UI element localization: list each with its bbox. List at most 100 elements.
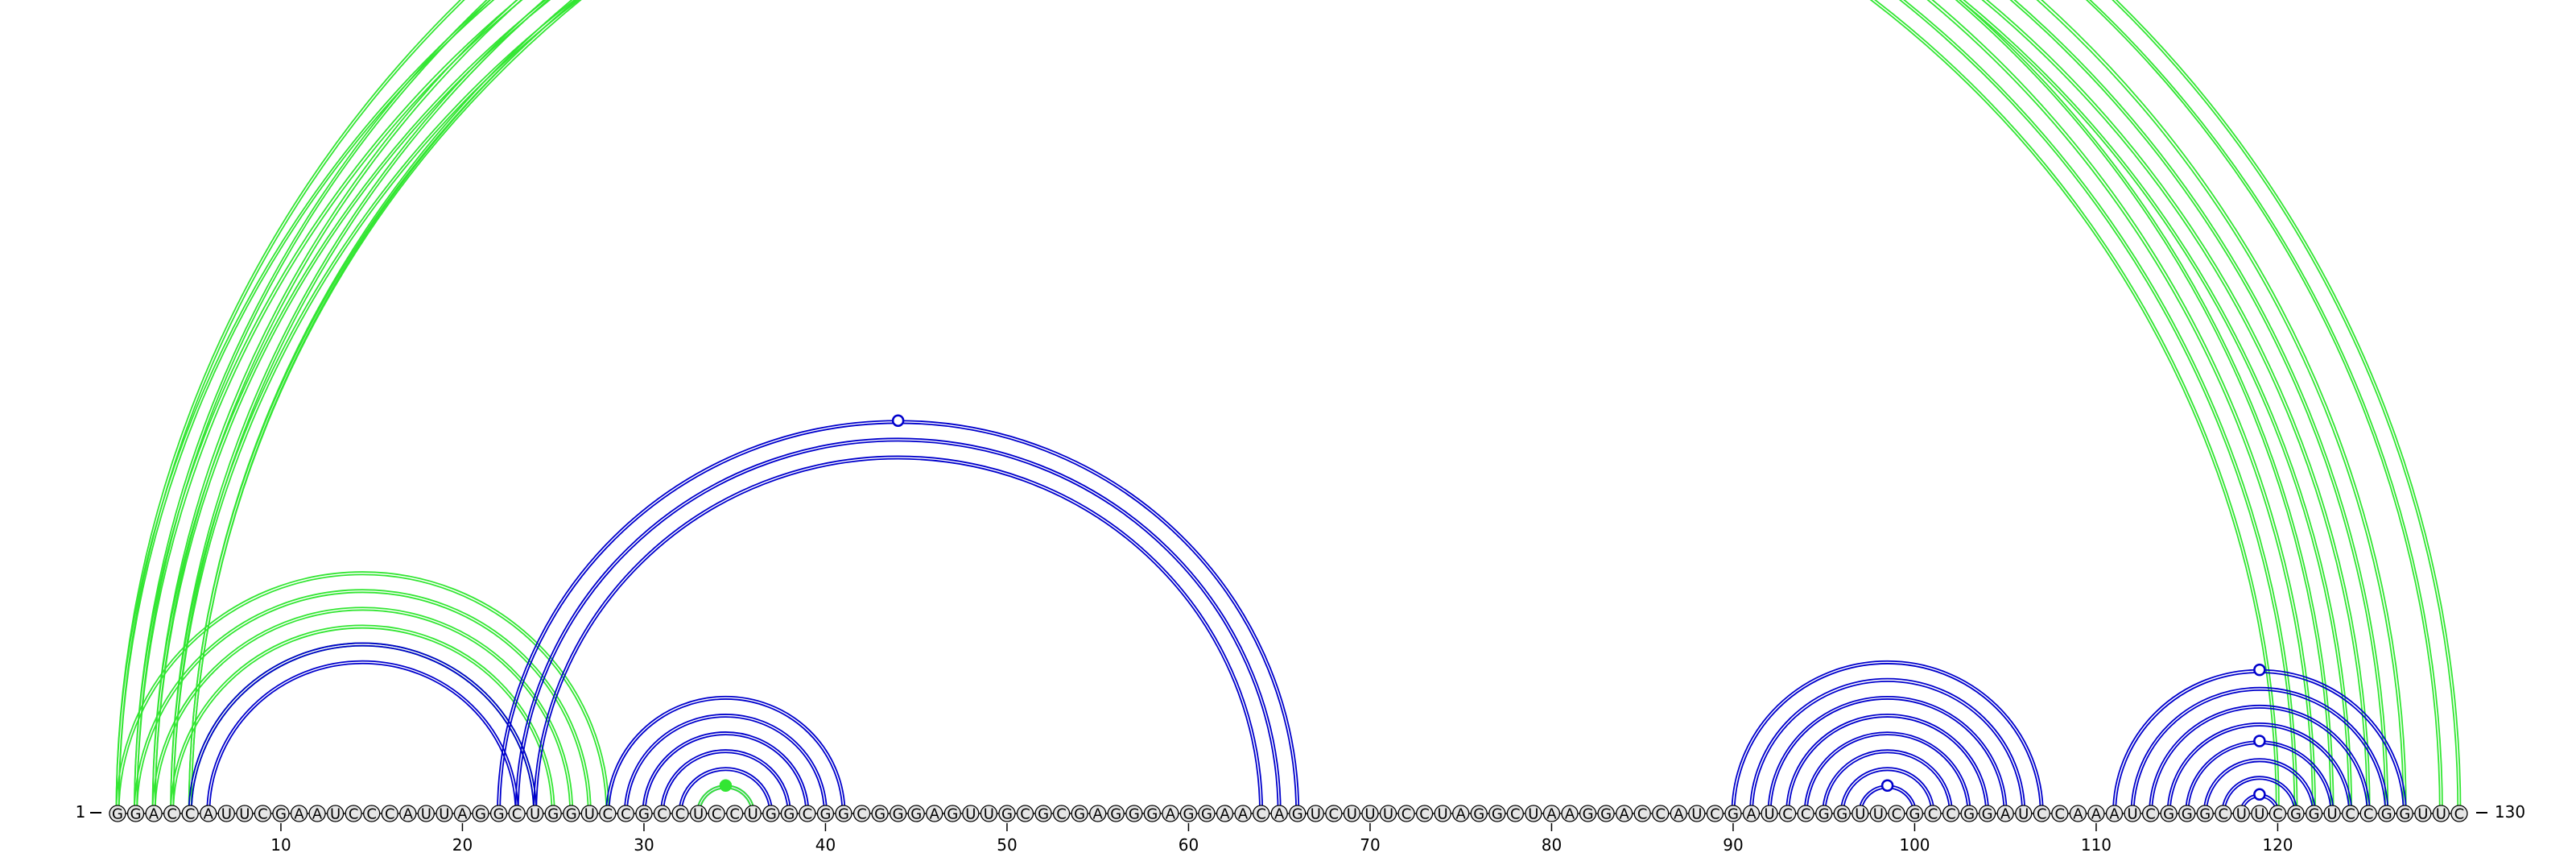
base-pair-arc-93-104-0 [1785, 714, 1990, 814]
nucleotide-letter: U [1347, 806, 1357, 823]
nucleotide-55: A [1089, 805, 1107, 823]
nucleotide-letter: A [1166, 806, 1176, 823]
nucleotide-letter: C [729, 806, 740, 823]
nucleotide-letter: C [1329, 806, 1340, 823]
nucleotide-87: A [1670, 805, 1687, 823]
nucleotide-circle [2323, 805, 2341, 822]
nucleotide-letter: A [1274, 806, 1285, 823]
nucleotide-letter: G [2381, 806, 2392, 823]
base-pair-arc-95-102-1 [1824, 751, 1951, 814]
nucleotide-letter: G [2182, 806, 2193, 823]
nucleotide-circle [200, 805, 217, 822]
nucleotide-circle [217, 805, 235, 822]
nucleotide-circle [1125, 805, 1143, 822]
nucleotide-1: G [109, 805, 126, 823]
nucleotide-letter: C [1402, 806, 1412, 823]
tick-label-20: 20 [452, 835, 473, 855]
nucleotide-letter: U [2018, 806, 2029, 823]
nucleotide-24: U [526, 805, 544, 823]
nucleotide-circle [2268, 805, 2287, 822]
nucleotide-letter: A [1238, 806, 1249, 823]
nucleotide-letter: A [1746, 806, 1757, 823]
nucleotide-108: C [2051, 805, 2069, 823]
base-pair-arc-91-106-0 [1749, 677, 2026, 814]
nucleotide-71: U [1379, 805, 1397, 823]
nucleotide-circle [399, 805, 417, 822]
nucleotide-letter: C [2454, 806, 2465, 823]
base-pair-arc-2-122-0 [134, 0, 2317, 814]
nucleotide-105: A [1996, 805, 2014, 823]
nucleotide-33: U [689, 805, 708, 823]
nucleotide-letter: G [1129, 806, 1140, 823]
nucleotide-circle [1670, 805, 1687, 822]
nucleotide-52: G [1034, 805, 1052, 823]
nucleotide-circle [1253, 805, 1270, 822]
nucleotide-circle [943, 805, 961, 822]
base-pair-arc-94-103-0 [1803, 731, 1971, 814]
nucleotide-83: G [1597, 805, 1615, 823]
nucleotide-letter: U [748, 806, 758, 823]
nucleotide-circle [254, 805, 272, 822]
nucleotide-circle [1960, 805, 1978, 822]
nucleotide-circle [436, 805, 453, 822]
nucleotide-circle [890, 805, 907, 822]
nucleotide-circle [580, 805, 598, 822]
nucleotide-letter: U [1855, 806, 1865, 823]
nucleotide-circle [799, 805, 816, 822]
base-pair-arc-23-65-0 [514, 437, 1282, 814]
nucleotide-circle [1016, 805, 1034, 822]
nucleotide-circle [635, 805, 653, 822]
tick-label-70: 70 [1360, 835, 1380, 855]
base-pair-arc-5-124-0 [188, 0, 2353, 814]
nucleotide-36: U [744, 805, 762, 823]
base-pair-arc-4-126-1 [172, 0, 2387, 814]
nucleotide-109: A [2069, 805, 2087, 823]
nucleotide-letter: C [2273, 806, 2283, 823]
nucleotide-letter: G [493, 806, 505, 823]
nucleotide-10: G [272, 805, 290, 823]
nucleotide-circle [2178, 805, 2196, 822]
base-pair-arc-6-23-0 [206, 660, 519, 814]
nucleotide-circle [563, 805, 580, 822]
nucleotide-circle [1143, 805, 1161, 822]
nucleotide-circle [1742, 805, 1761, 822]
nucleotide-letter: C [2363, 806, 2374, 823]
nucleotide-102: C [1942, 805, 1960, 823]
arc-apex-marker-111-127 [2253, 663, 2266, 677]
nucleotide-circle [2215, 805, 2232, 822]
nucleotide-123: U [2323, 805, 2341, 823]
nucleotide-letter: U [1383, 806, 1393, 823]
nucleotide-letter: G [475, 806, 486, 823]
nucleotide-letter: G [547, 806, 559, 823]
nucleotide-51: C [1016, 805, 1034, 823]
nucleotide-13: U [326, 805, 345, 823]
nucleotide-11: A [290, 805, 308, 823]
nucleotide-letter: G [1583, 806, 1594, 823]
nucleotide-letter: A [2109, 806, 2120, 823]
nucleotide-14: C [345, 805, 362, 823]
nucleotide-letter: C [712, 806, 722, 823]
nucleotide-50: G [998, 805, 1016, 823]
nucleotide-73: C [1415, 805, 1434, 823]
base-pair-arc-4-25-1 [172, 627, 553, 814]
nucleotide-5: C [181, 805, 199, 823]
base-pair-arc-3-127-0 [151, 0, 2407, 814]
nucleotide-letter: G [1818, 806, 1830, 823]
tick-label-110: 110 [2081, 835, 2112, 855]
nucleotide-circle [1561, 805, 1579, 822]
base-pair-arc-6-23-1 [208, 662, 517, 814]
nucleotide-letter: U [2254, 806, 2264, 823]
nucleotide-23: C [508, 805, 526, 823]
nucleotide-82: G [1579, 805, 1597, 823]
nucleotide-letter: C [1710, 806, 1720, 823]
nucleotide-letter: G [874, 806, 886, 823]
nucleotide-76: G [1470, 805, 1488, 823]
base-pair-arc-4-120-1 [172, 0, 2277, 814]
nucleotide-circle [1797, 805, 1814, 822]
tick-label-120: 120 [2262, 835, 2293, 855]
nucleotide-49: U [980, 805, 998, 823]
nucleotide-63: A [1234, 805, 1252, 823]
nucleotide-letter: U [221, 806, 232, 823]
nucleotide-letter: A [204, 806, 214, 823]
